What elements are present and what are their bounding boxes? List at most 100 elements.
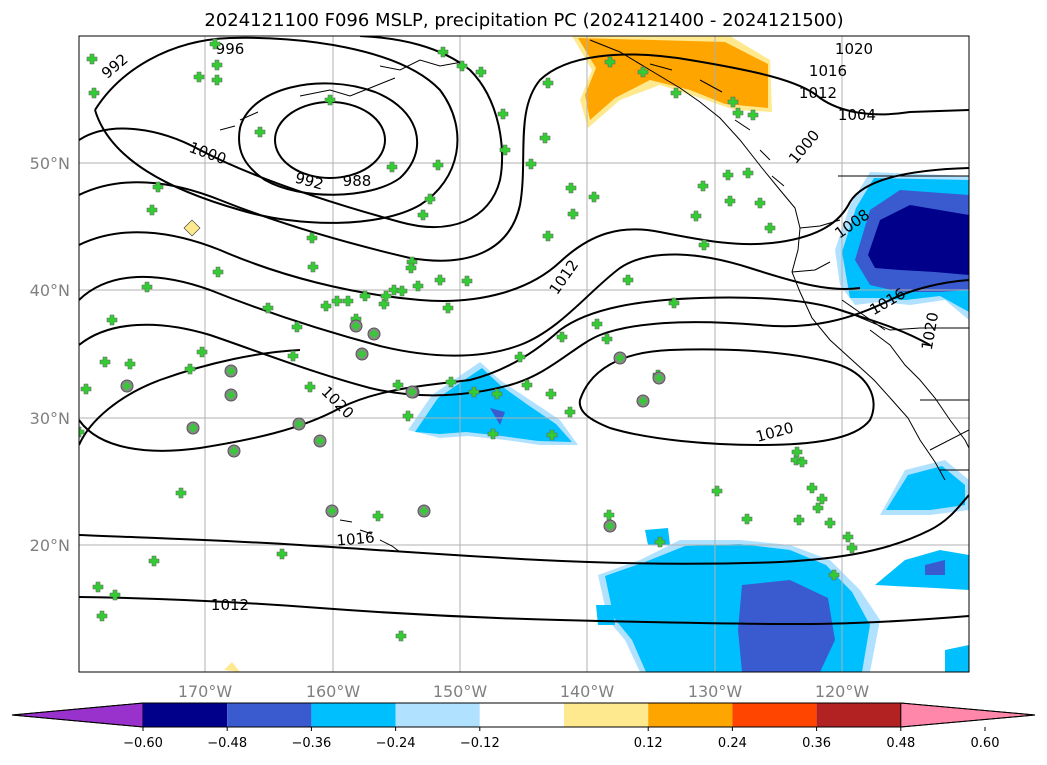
obs-plus-marker: [542, 77, 554, 89]
obs-circle-marker-cross: [408, 388, 416, 396]
obs-plus-marker: [564, 406, 576, 418]
obs-plus-marker: [556, 331, 568, 343]
obs-plus-marker: [468, 386, 480, 398]
colorbar-extend-high: [900, 702, 1036, 728]
obs-plus-marker: [109, 589, 121, 601]
colorbar-tick-label: −0.12: [460, 736, 500, 751]
obs-plus-marker: [697, 180, 709, 192]
precip-negative-area: [868, 205, 969, 275]
obs-plus-marker: [727, 96, 739, 108]
colorbar-tick-label: −0.24: [376, 736, 416, 751]
obs-circle-marker-cross: [123, 382, 131, 390]
obs-plus-marker: [405, 262, 417, 274]
svg-text:1016: 1016: [809, 62, 847, 80]
svg-text:1012: 1012: [211, 596, 249, 614]
obs-plus-marker: [79, 426, 85, 438]
obs-plus-marker: [148, 555, 160, 567]
obs-plus-marker: [742, 167, 754, 179]
obs-plus-marker: [417, 209, 429, 221]
precip-positive-area: [183, 219, 201, 237]
obs-circle-marker-cross: [606, 522, 614, 530]
obs-plus-marker: [392, 379, 404, 391]
lat-label: 30°N: [30, 409, 70, 428]
obs-plus-marker: [86, 53, 98, 65]
obs-plus-marker: [424, 193, 436, 205]
obs-circle-marker-cross: [227, 391, 235, 399]
lat-axis: 50°N 40°N 30°N 20°N: [30, 154, 70, 555]
obs-plus-marker: [456, 60, 468, 72]
isobar-1012: [79, 253, 861, 357]
obs-plus-marker: [437, 46, 449, 58]
obs-circle-marker-cross: [420, 507, 428, 515]
obs-plus-marker: [475, 66, 487, 78]
lon-label: 140°W: [560, 682, 615, 701]
lat-label: 50°N: [30, 154, 70, 173]
plot-area: 996 992 1000 992 988 1020 1016 1012 1004…: [79, 36, 969, 672]
isobars: [79, 36, 969, 626]
colorbar-segment: [564, 703, 649, 727]
obs-circle-marker-cross: [316, 437, 324, 445]
isobar-1004: [79, 53, 969, 262]
obs-plus-marker: [395, 630, 407, 642]
colorbar-extend-low: [11, 702, 144, 728]
colorbar-segment: [479, 703, 564, 727]
lat-label: 20°N: [30, 536, 70, 555]
obs-plus-marker: [546, 429, 558, 441]
obs-plus-marker: [796, 456, 808, 468]
obs-plus-marker: [747, 109, 759, 121]
obs-plus-marker: [793, 514, 805, 526]
obs-plus-marker: [824, 517, 836, 529]
obs-plus-marker: [499, 144, 511, 156]
obs-plus-marker: [846, 542, 858, 554]
lon-label: 160°W: [306, 682, 361, 701]
obs-plus-marker: [432, 159, 444, 171]
obs-plus-marker: [565, 182, 577, 194]
obs-plus-marker: [764, 222, 776, 234]
obs-plus-marker: [791, 446, 803, 458]
obs-plus-marker: [331, 295, 343, 307]
plot-frame: [78, 35, 970, 673]
coastlines: [219, 39, 969, 553]
obs-plus-marker: [106, 314, 118, 326]
obs-plus-marker: [588, 191, 600, 203]
obs-plus-marker: [276, 548, 288, 560]
obs-plus-marker: [491, 388, 503, 400]
obs-plus-marker: [842, 531, 854, 543]
colorbar-tick-label: 0.60: [971, 736, 1000, 751]
obs-plus-marker: [80, 383, 92, 395]
isobar-1016: [79, 279, 969, 397]
lon-label: 170°W: [178, 682, 233, 701]
obs-plus-marker: [320, 300, 332, 312]
obs-plus-marker: [211, 74, 223, 86]
obs-plus-marker: [545, 388, 557, 400]
obs-plus-marker: [521, 379, 533, 391]
obs-plus-marker: [209, 38, 221, 50]
lat-label: 40°N: [30, 281, 70, 300]
obs-plus-marker: [92, 581, 104, 593]
obs-plus-marker: [372, 510, 384, 522]
obs-plus-marker: [96, 610, 108, 622]
obs-plus-marker: [412, 280, 424, 292]
obs-plus-marker: [146, 204, 158, 216]
isobar-1016-south: [79, 494, 969, 565]
lon-label: 120°W: [815, 682, 870, 701]
obs-plus-marker: [380, 290, 392, 302]
obs-circle-marker-cross: [230, 447, 238, 455]
isobar-1020-west: [79, 349, 301, 446]
observation-markers: [79, 38, 858, 642]
obs-plus-marker: [698, 239, 710, 251]
precip-negative-area: [415, 368, 572, 442]
isobar-996: [94, 36, 459, 224]
obs-circle-marker-cross: [328, 507, 336, 515]
lon-label: 130°W: [688, 682, 743, 701]
svg-text:988: 988: [343, 172, 372, 190]
obs-plus-marker: [668, 297, 680, 309]
isobar-1020-closed: [578, 348, 875, 447]
obs-plus-marker: [193, 71, 205, 83]
precip-negative-area: [738, 580, 835, 672]
obs-plus-marker: [790, 454, 802, 466]
gridlines: [79, 36, 969, 672]
obs-plus-marker: [601, 333, 613, 345]
obs-plus-marker: [690, 210, 702, 222]
